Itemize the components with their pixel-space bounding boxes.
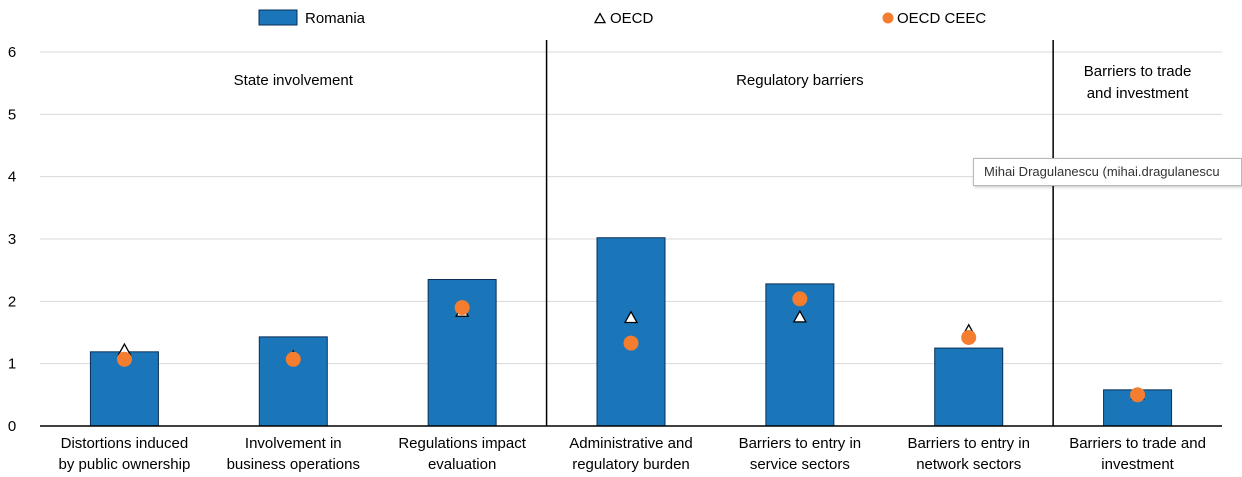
category-label: evaluation [428, 456, 496, 473]
category-label: investment [1101, 456, 1174, 473]
category-label: service sectors [750, 456, 850, 473]
marker-oecd-ceec [1130, 387, 1146, 403]
y-tick-label: 6 [8, 44, 16, 61]
legend: Romania OECD OECD CEEC [258, 9, 986, 27]
category-label: Barriers to trade and [1069, 435, 1206, 452]
marker-oecd-ceec [792, 291, 808, 307]
category-label: Barriers to entry in [739, 435, 862, 452]
marker-oecd [623, 310, 639, 324]
legend-label-oecd-ceec: OECD CEEC [897, 10, 986, 27]
bar-romania [765, 283, 835, 427]
user-tooltip: Mihai Dragulanescu (mihai.dragulanescu [973, 158, 1242, 186]
y-tick-label: 1 [8, 356, 16, 373]
y-tick-label: 4 [8, 169, 16, 186]
category-labels: Distortions induced by public ownership In… [59, 435, 1206, 473]
marker-oecd-ceec [623, 335, 639, 351]
legend-marker-oecd [593, 12, 607, 24]
category-label: Barriers to entry in [907, 435, 1030, 452]
legend-swatch-romania [258, 9, 298, 26]
legend-label-oecd: OECD [610, 10, 654, 27]
legend-marker-oecd-ceec [882, 12, 894, 24]
y-axis: 0 1 2 3 4 5 6 [8, 44, 16, 435]
y-tick-label: 2 [8, 293, 16, 310]
marker-oecd-ceec [961, 329, 977, 345]
category-label: business operations [227, 456, 360, 473]
markers [116, 291, 1146, 403]
group-labels: State involvement Regulatory barriers Barr… [234, 63, 1192, 102]
category-label: by public ownership [59, 456, 191, 473]
bars [89, 237, 1173, 427]
bar-romania [596, 237, 666, 427]
y-tick-label: 5 [8, 106, 16, 123]
y-tick-label: 0 [8, 418, 16, 435]
bar-romania [934, 347, 1004, 427]
y-tick-label: 3 [8, 231, 16, 248]
group-label: Barriers to trade [1084, 63, 1192, 80]
category-label: Involvement in [245, 435, 342, 452]
group-dividers [545, 40, 1054, 426]
marker-oecd-ceec [116, 351, 132, 367]
group-label: Regulatory barriers [736, 72, 864, 89]
marker-oecd-ceec [454, 300, 470, 316]
category-label: Regulations impact [398, 435, 526, 452]
group-label: State involvement [234, 72, 354, 89]
marker-oecd-ceec [285, 351, 301, 367]
category-label: network sectors [916, 456, 1021, 473]
marker-oecd [792, 309, 807, 323]
category-label: Distortions induced [61, 435, 189, 452]
category-label: Administrative and [569, 435, 692, 452]
legend-label-romania: Romania [305, 10, 366, 27]
category-label: regulatory burden [572, 456, 690, 473]
group-label: and investment [1087, 85, 1190, 102]
